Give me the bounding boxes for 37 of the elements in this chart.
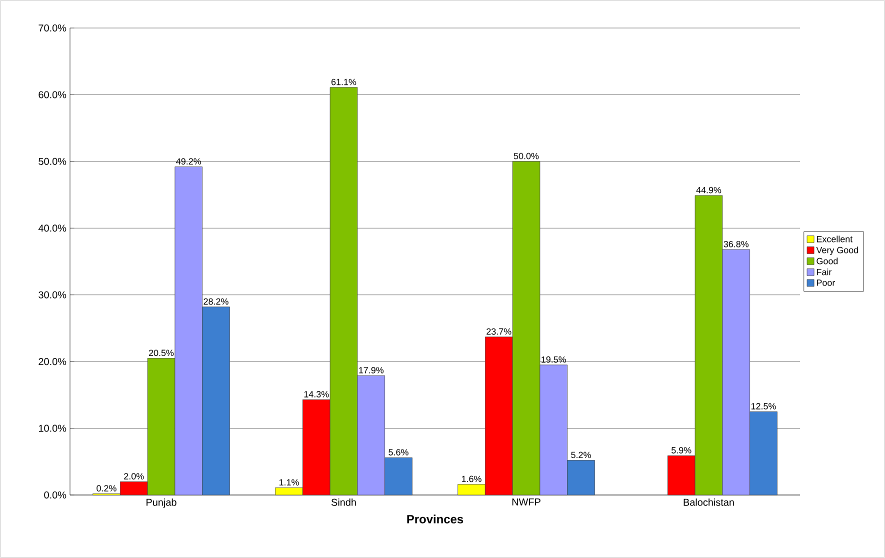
data-label: 44.9% [696, 186, 722, 194]
data-label: 2.0% [124, 473, 144, 480]
y-tick-label: 20.0% [38, 358, 66, 366]
data-label: 1.1% [279, 479, 299, 486]
legend-label: Fair [816, 268, 832, 276]
y-tick-label: 30.0% [38, 291, 66, 298]
data-label: 5.9% [672, 447, 692, 454]
x-tick-label: Balochistan [684, 498, 734, 506]
data-label: 50.0% [514, 152, 539, 160]
data-label: 49.2% [176, 158, 202, 165]
y-tick-label: 70.0% [38, 24, 66, 32]
data-label: 17.9% [359, 367, 384, 374]
data-label: 1.6% [462, 476, 482, 482]
y-tick-label: 0.0% [44, 491, 66, 499]
legend-label: Good [816, 258, 838, 264]
y-tick-label: 10.0% [39, 424, 66, 432]
data-label: 5.2% [571, 452, 591, 458]
data-label: 20.5% [148, 350, 174, 356]
x-tick-label: NWFP [512, 498, 540, 506]
legend-label: Very Good [816, 246, 858, 256]
data-label: 19.5% [542, 356, 566, 363]
y-tick-label: 60.0% [38, 91, 66, 98]
legend-label: Excellent [816, 236, 853, 242]
x-tick-label: Sindh [331, 498, 356, 506]
y-tick-label: 50.0% [38, 158, 66, 165]
data-label: 5.6% [388, 449, 408, 456]
data-label: 12.5% [751, 403, 776, 410]
legend-label: Poor [816, 280, 836, 286]
data-label: 36.8% [724, 240, 749, 248]
x-tick-label: Punjab [146, 498, 176, 508]
x-axis-title: Provinces [407, 514, 464, 524]
data-label: 0.2% [96, 485, 116, 492]
data-label: 28.2% [204, 298, 228, 305]
data-label: 61.1% [331, 78, 356, 86]
data-label: 14.3% [304, 391, 329, 398]
y-tick-label: 40.0% [38, 224, 66, 232]
data-label: 23.7% [486, 328, 512, 335]
